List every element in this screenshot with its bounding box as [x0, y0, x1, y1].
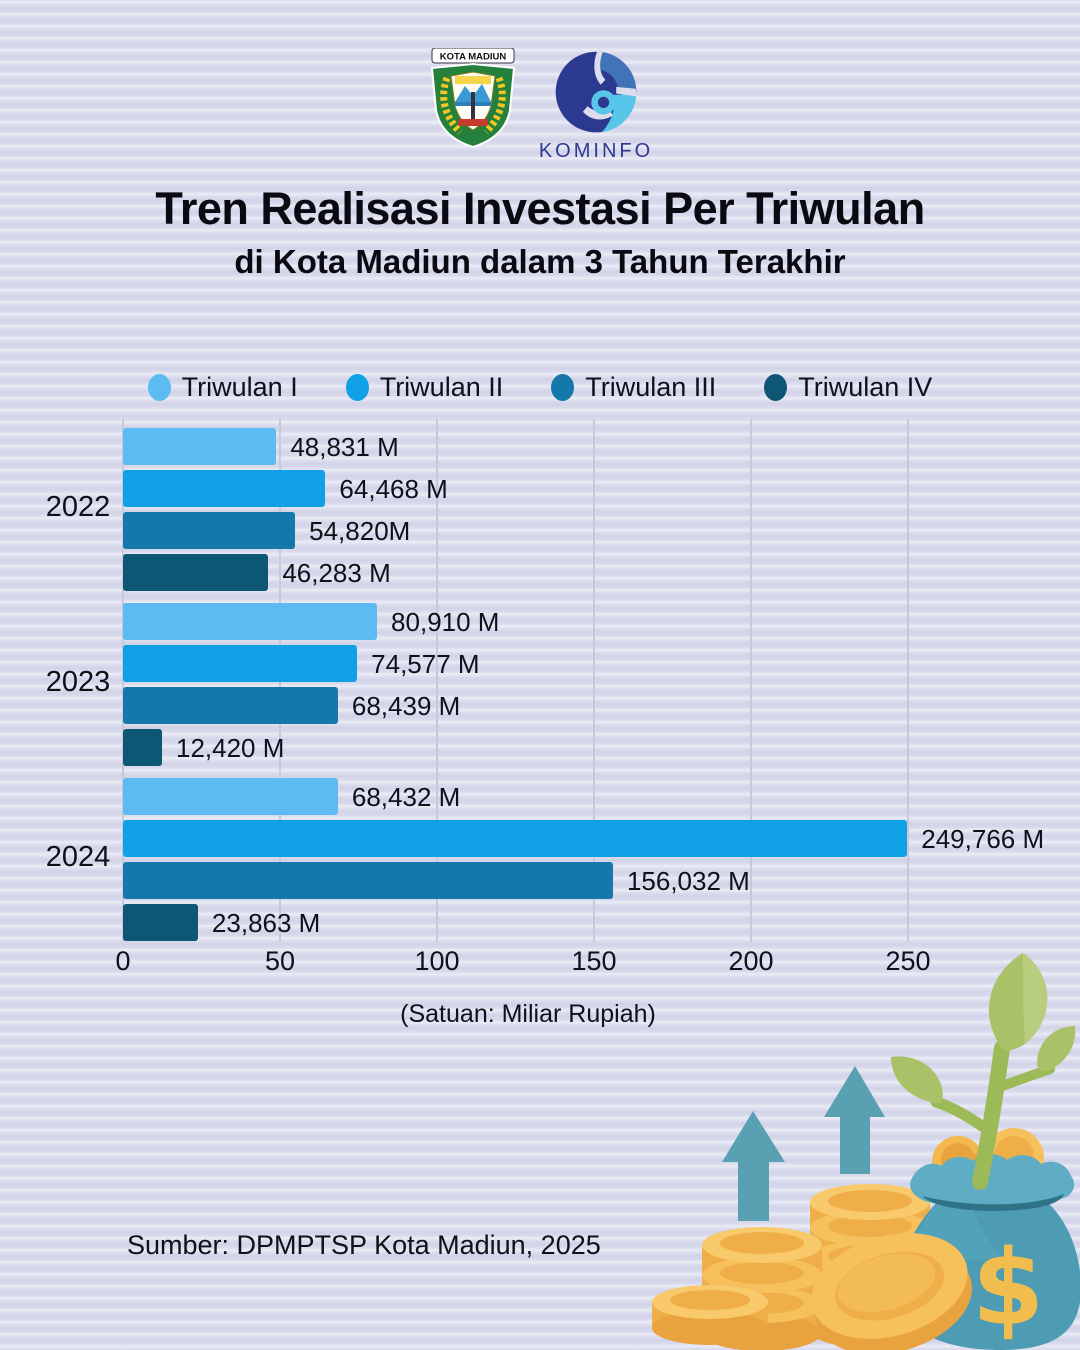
bar-value-label: 68,432 M — [351, 782, 461, 812]
legend-item-1: Triwulan I — [147, 372, 298, 403]
legend-dot-icon — [764, 374, 788, 401]
bar-2023-triwulan-2 — [123, 645, 358, 682]
money-illustration: $ — [652, 953, 1080, 1350]
chart-caption: (Satuan: Miliar Rupiah) — [400, 1000, 656, 1028]
legend-item-4: Triwulan IV — [764, 372, 932, 403]
legend-label: Triwulan I — [181, 372, 298, 402]
x-axis-tick: 250 — [885, 946, 931, 976]
bar-2023-triwulan-1 — [123, 603, 378, 640]
bar-value-label: 46,283 M — [282, 558, 391, 588]
kominfo-logo-block: KOMINFO — [539, 48, 653, 163]
bar-2024-triwulan-3 — [123, 862, 613, 899]
legend-dot-icon — [147, 374, 171, 401]
bar-value-label: 23,863 M — [211, 908, 321, 938]
page-title: Tren Realisasi Investasi Per Triwulan — [155, 183, 925, 234]
plant-icon — [891, 953, 1076, 1190]
header: KOTA MADIUN KOMINFO — [0, 48, 1080, 163]
year-label: 2023 — [45, 666, 111, 698]
legend-label: Triwulan IV — [798, 372, 933, 402]
gridline — [750, 419, 752, 942]
bar-value-label: 64,468 M — [339, 474, 448, 504]
bar-value-label: 68,439 M — [351, 691, 461, 721]
bar-value-label: 249,766 M — [921, 824, 1045, 854]
bar-value-label: 156,032 M — [626, 866, 750, 896]
bar-2022-triwulan-1 — [123, 428, 277, 465]
legend-dot-icon — [551, 374, 575, 401]
kota-madiun-banner-text: KOTA MADIUN — [440, 52, 507, 63]
year-label: 2022 — [45, 491, 111, 523]
bar-2023-triwulan-4 — [123, 729, 162, 766]
x-axis-tick: 150 — [571, 946, 617, 976]
legend-label: Triwulan III — [585, 372, 717, 402]
gridline — [593, 419, 595, 942]
kota-madiun-logo: KOTA MADIUN — [430, 48, 515, 148]
page-subtitle: di Kota Madiun dalam 3 Tahun Terakhir — [234, 243, 846, 280]
coins-icon — [652, 1227, 972, 1350]
x-axis-tick: 0 — [115, 946, 131, 976]
title-block: Tren Realisasi Investasi Per Triwulan di… — [0, 183, 1080, 281]
legend-dot-icon — [345, 374, 369, 401]
bar-2024-triwulan-2 — [123, 820, 908, 857]
dollar-sign-icon: $ — [972, 1227, 1044, 1349]
legend-item-2: Triwulan II — [345, 372, 504, 403]
kominfo-wordmark: KOMINFO — [538, 140, 654, 162]
legend-label: Triwulan II — [379, 372, 504, 402]
legend-item-3: Triwulan III — [551, 372, 716, 403]
bar-value-label: 54,820M — [309, 516, 411, 546]
bar-value-label: 12,420 M — [175, 733, 285, 763]
year-label: 2024 — [45, 841, 111, 873]
up-arrows-icon — [722, 1066, 885, 1221]
x-axis-tick: 200 — [728, 946, 774, 976]
bar-2024-triwulan-4 — [123, 904, 198, 941]
bar-2022-triwulan-2 — [123, 470, 326, 507]
chart-legend: Triwulan I Triwulan II Triwulan III Triwula… — [0, 372, 1080, 403]
bar-value-label: 74,577 M — [371, 649, 480, 679]
gridline — [436, 419, 438, 942]
gridline — [907, 419, 909, 942]
bar-2024-triwulan-1 — [123, 778, 338, 815]
money-bag-icon: $ — [891, 953, 1080, 1350]
bar-2023-triwulan-3 — [123, 687, 338, 724]
bar-value-label: 80,910 M — [391, 607, 500, 637]
x-axis-tick: 50 — [264, 946, 296, 976]
bar-2022-triwulan-3 — [123, 512, 296, 549]
bar-value-label: 48,831 M — [290, 432, 399, 462]
bar-2022-triwulan-4 — [123, 554, 269, 591]
x-axis-tick: 100 — [414, 946, 460, 976]
source-text: Sumber: DPMPTSP Kota Madiun, 2025 — [127, 1230, 601, 1260]
kominfo-logo — [555, 49, 637, 133]
